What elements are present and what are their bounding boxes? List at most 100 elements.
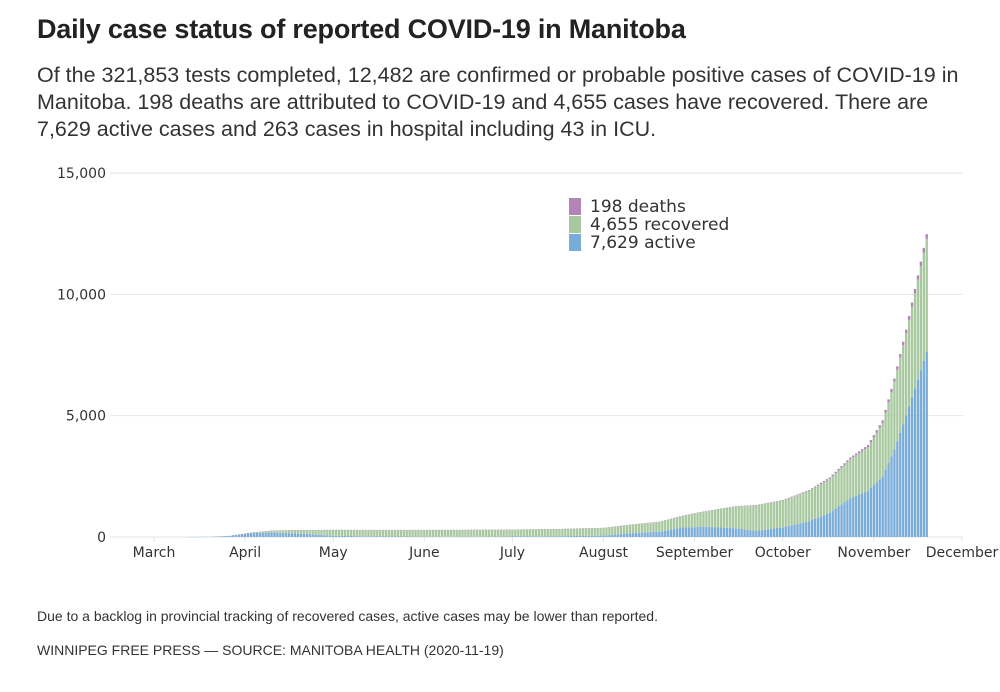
bar-segment-recovered bbox=[311, 530, 314, 535]
bar-segment-recovered bbox=[687, 514, 690, 528]
bar-segment-active bbox=[622, 533, 626, 537]
bar-segment-recovered bbox=[487, 529, 491, 537]
bar-segment-recovered bbox=[702, 511, 705, 527]
bar-segment-recovered bbox=[273, 530, 276, 533]
bar-segment-recovered bbox=[646, 523, 649, 533]
bar-segment-active bbox=[537, 536, 541, 537]
bar-segment-deaths bbox=[766, 502, 770, 504]
bar-segment-deaths bbox=[919, 261, 923, 267]
bar-segment-active bbox=[793, 524, 796, 537]
legend-swatch-deaths bbox=[569, 198, 581, 215]
bar-day bbox=[481, 529, 485, 537]
bar-segment-recovered bbox=[775, 501, 779, 529]
bar-segment-recovered bbox=[755, 505, 758, 531]
bar-day bbox=[540, 529, 544, 537]
bar-segment-recovered bbox=[361, 530, 364, 537]
bar-segment-active bbox=[802, 522, 805, 537]
bar-segment-active bbox=[390, 536, 394, 537]
bar-day bbox=[846, 460, 849, 537]
bar-segment-active bbox=[887, 462, 890, 537]
bar-segment-recovered bbox=[546, 529, 549, 537]
bar-segment-deaths bbox=[869, 440, 873, 443]
bar-segment-active bbox=[581, 535, 585, 537]
bar-day bbox=[608, 527, 611, 537]
bar-segment-recovered bbox=[417, 530, 420, 537]
legend-label-recovered: 4,655 recovered bbox=[590, 215, 729, 235]
bar-segment-active bbox=[282, 532, 285, 537]
bar-segment-deaths bbox=[840, 466, 843, 468]
bar-day bbox=[728, 507, 732, 537]
bar-segment-recovered bbox=[628, 524, 632, 534]
bar-day bbox=[622, 525, 626, 537]
bar-segment-active bbox=[326, 535, 329, 537]
bar-segment-deaths bbox=[860, 449, 864, 452]
bar-segment-recovered bbox=[302, 530, 306, 534]
bar-segment-active bbox=[849, 498, 852, 537]
bar-segment-active bbox=[852, 496, 855, 537]
bar-day bbox=[343, 529, 347, 537]
bar-day bbox=[352, 529, 355, 537]
bar-segment-recovered bbox=[496, 529, 499, 537]
bar-segment-recovered bbox=[696, 513, 699, 528]
bar-segment-active bbox=[878, 479, 881, 537]
x-tick-label: April bbox=[229, 545, 261, 561]
bar-segment-deaths bbox=[834, 471, 837, 474]
bar-segment-recovered bbox=[705, 511, 708, 527]
bar-segment-deaths bbox=[910, 302, 914, 307]
bar-segment-recovered bbox=[769, 502, 773, 529]
bar-day bbox=[546, 529, 549, 537]
bar-segment-recovered bbox=[452, 529, 455, 537]
bar-segment-recovered bbox=[828, 478, 831, 513]
bar-day bbox=[887, 399, 890, 537]
bar-segment-active bbox=[822, 515, 826, 537]
bar-segment-recovered bbox=[887, 402, 890, 463]
bar-day bbox=[646, 522, 649, 537]
bar-segment-recovered bbox=[396, 530, 400, 537]
bar-segment-active bbox=[364, 536, 367, 537]
bar-segment-recovered bbox=[549, 529, 552, 537]
bar-segment-recovered bbox=[890, 392, 893, 457]
bar-segment-active bbox=[543, 536, 546, 537]
bar-day bbox=[611, 526, 614, 537]
bar-segment-recovered bbox=[714, 509, 717, 528]
bar-day bbox=[602, 527, 605, 537]
bar-segment-recovered bbox=[405, 530, 408, 537]
bar-segment-recovered bbox=[270, 530, 273, 533]
bar-segment-active bbox=[893, 449, 896, 537]
bar-segment-recovered bbox=[622, 525, 626, 534]
bar-segment-deaths bbox=[763, 503, 767, 504]
bar-segment-recovered bbox=[737, 506, 740, 529]
bar-segment-recovered bbox=[740, 506, 743, 530]
bar-segment-active bbox=[570, 536, 573, 537]
bar-segment-active bbox=[520, 536, 523, 537]
bar-segment-recovered bbox=[399, 530, 402, 537]
bar-segment-recovered bbox=[834, 473, 837, 509]
bar-day bbox=[655, 521, 658, 537]
bar-segment-active bbox=[617, 534, 620, 537]
bar-segment-recovered bbox=[796, 495, 799, 524]
bar-segment-recovered bbox=[490, 529, 494, 537]
bar-segment-active bbox=[229, 535, 232, 537]
bar-day bbox=[567, 528, 570, 537]
bar-segment-recovered bbox=[731, 507, 734, 529]
bar-segment-recovered bbox=[296, 530, 300, 534]
bar-segment-recovered bbox=[467, 529, 470, 537]
bar-segment-active bbox=[769, 528, 773, 537]
bar-segment-active bbox=[658, 531, 661, 537]
bar-segment-active bbox=[799, 523, 802, 537]
x-tick-label: September bbox=[656, 545, 734, 561]
bar-day bbox=[223, 536, 226, 537]
bar-day bbox=[819, 482, 823, 537]
bar-segment-active bbox=[675, 528, 679, 537]
bar-day bbox=[305, 530, 308, 537]
bar-segment-active bbox=[575, 535, 579, 537]
bar-day bbox=[752, 505, 755, 537]
bar-segment-deaths bbox=[907, 315, 911, 320]
bar-segment-recovered bbox=[822, 482, 826, 516]
bar-day bbox=[508, 529, 511, 537]
bar-day bbox=[214, 536, 217, 537]
bar-segment-active bbox=[696, 527, 699, 537]
bar-segment-deaths bbox=[843, 463, 846, 465]
bar-segment-deaths bbox=[913, 288, 917, 294]
bar-segment-recovered bbox=[440, 530, 444, 537]
